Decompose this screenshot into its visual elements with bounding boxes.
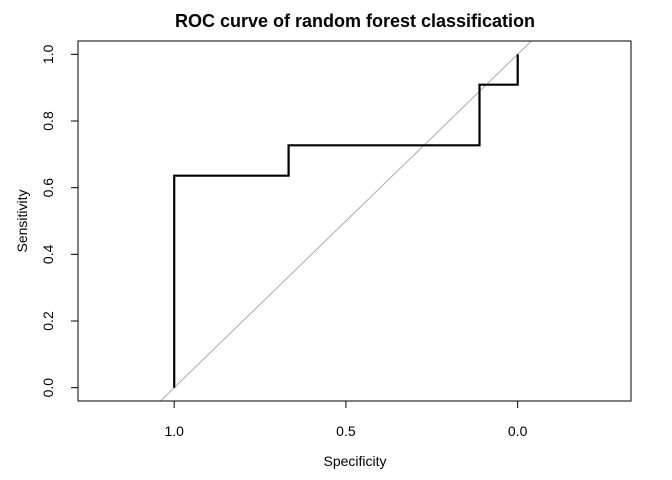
y-tick-label-2: 0.4 [40, 244, 56, 264]
y-tick-label-4: 0.8 [40, 111, 56, 131]
reference-diagonal-line [159, 41, 533, 401]
plot-frame [77, 40, 632, 402]
y-tick-label-5: 1.0 [40, 44, 56, 64]
y-tick-label-1: 0.2 [40, 311, 56, 331]
x-tick-label-2: 0.0 [508, 423, 528, 439]
roc-curve-line-0 [173, 54, 519, 388]
y-tick-label-3: 0.6 [40, 178, 56, 198]
x-axis-label: Specificity [323, 453, 386, 469]
y-axis-label: Sensitivity [14, 189, 30, 252]
y-tick-label-0: 0.0 [40, 378, 56, 398]
x-tick-label-0: 1.0 [164, 423, 184, 439]
x-tick-label-1: 0.5 [336, 423, 356, 439]
chart-title: ROC curve of random forest classificatio… [175, 11, 535, 31]
